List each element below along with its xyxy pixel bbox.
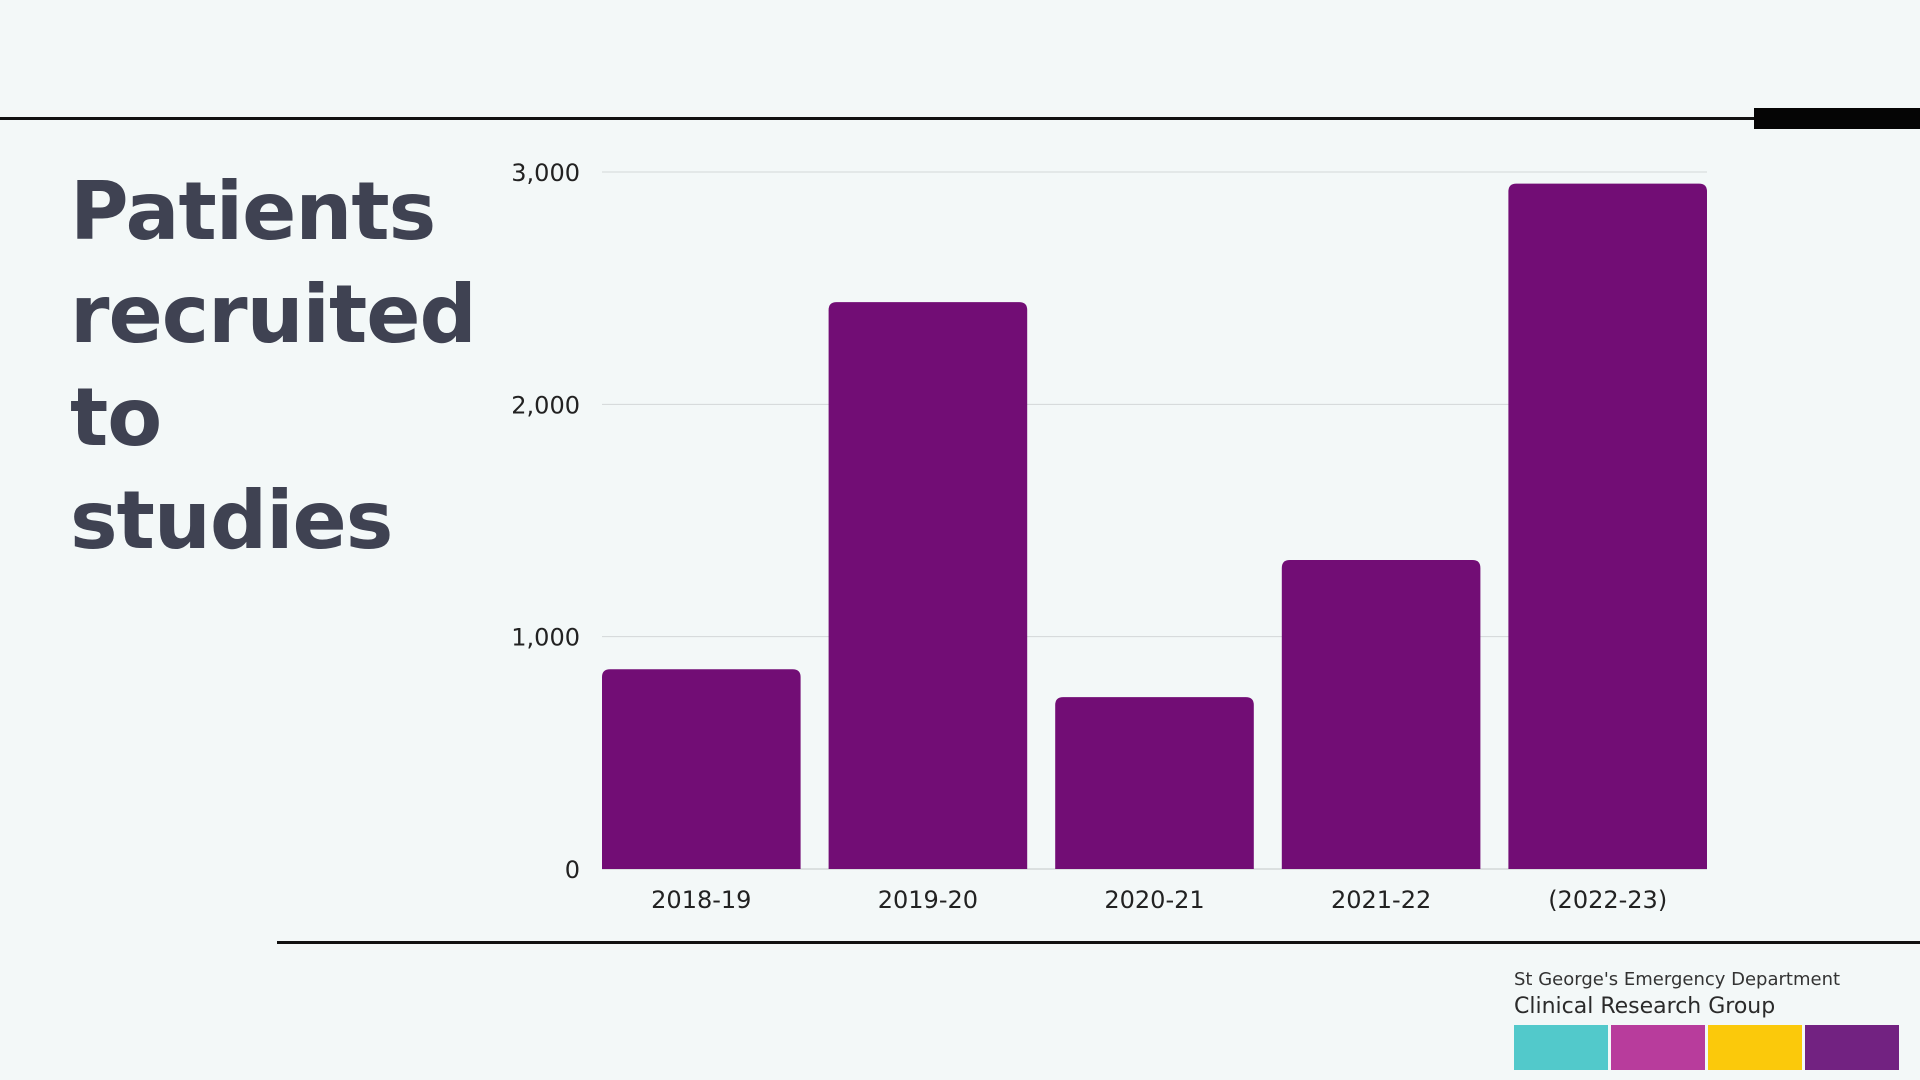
org-department: St George's Emergency Department [1514,969,1841,990]
bar [602,669,801,869]
org-group-name: Clinical Research Group [1514,994,1776,1019]
bars [602,183,1707,869]
bar [828,302,1028,869]
bar [1281,559,1481,869]
x-tick-label: 2019-20 [878,886,978,914]
brand-swatch [1514,1025,1608,1070]
y-tick-label: 0 [565,856,580,884]
top-divider [0,117,1755,120]
page-title: Patients recruited to studies [70,160,490,572]
title-line-2: recruited [70,268,477,361]
y-tick-label: 1,000 [511,624,580,652]
y-tick-label: 3,000 [511,159,580,187]
title-line-3: to studies [70,371,393,567]
bar [1055,697,1254,869]
x-tick-label: 2020-21 [1104,886,1204,914]
x-tick-label: 2021-22 [1331,886,1431,914]
x-axis-ticks: 2018-19 2019-20 2020-21 2021-22 (2022-23) [651,886,1667,914]
top-divider-accent [1754,108,1920,129]
brand-color-strip [1514,1025,1899,1070]
bottom-divider [277,941,1920,944]
x-tick-label: (2022-23) [1548,886,1667,914]
bar [1508,183,1707,869]
org-block: St George's Emergency Department Clinica… [1514,968,1904,1022]
y-tick-label: 2,000 [511,391,580,419]
brand-swatch [1708,1025,1802,1070]
x-tick-label: 2018-19 [651,886,751,914]
brand-swatch [1611,1025,1705,1070]
brand-swatch [1805,1025,1899,1070]
y-axis-ticks: 0 1,000 2,000 3,000 [511,159,580,884]
title-line-1: Patients [70,165,436,258]
